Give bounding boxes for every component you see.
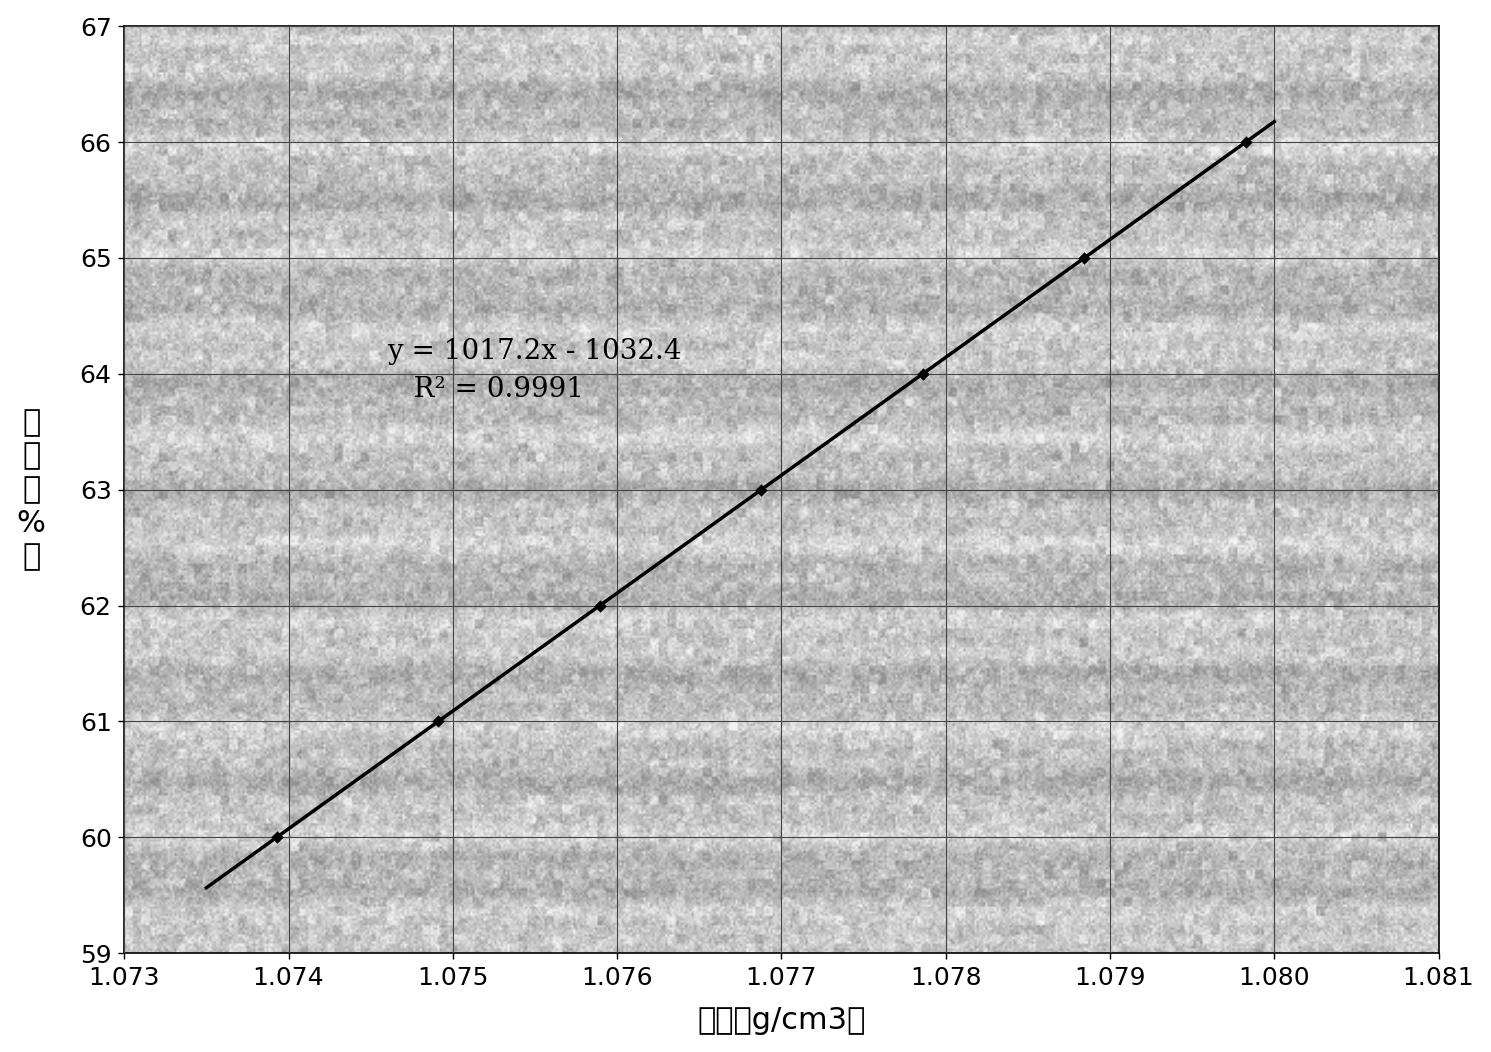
Point — [426, 713, 450, 730]
Y-axis label: 浓
度
（
%
）: 浓 度 （ % ） — [16, 408, 46, 571]
Point — [1235, 134, 1258, 150]
Point — [1072, 249, 1096, 266]
Point — [587, 598, 611, 614]
X-axis label: 密度（g/cm3）: 密度（g/cm3） — [698, 1007, 866, 1035]
Point — [265, 829, 289, 846]
Point — [750, 481, 774, 498]
Text: y = 1017.2x - 1032.4
   R² = 0.9991: y = 1017.2x - 1032.4 R² = 0.9991 — [388, 339, 681, 403]
Point — [911, 365, 935, 382]
